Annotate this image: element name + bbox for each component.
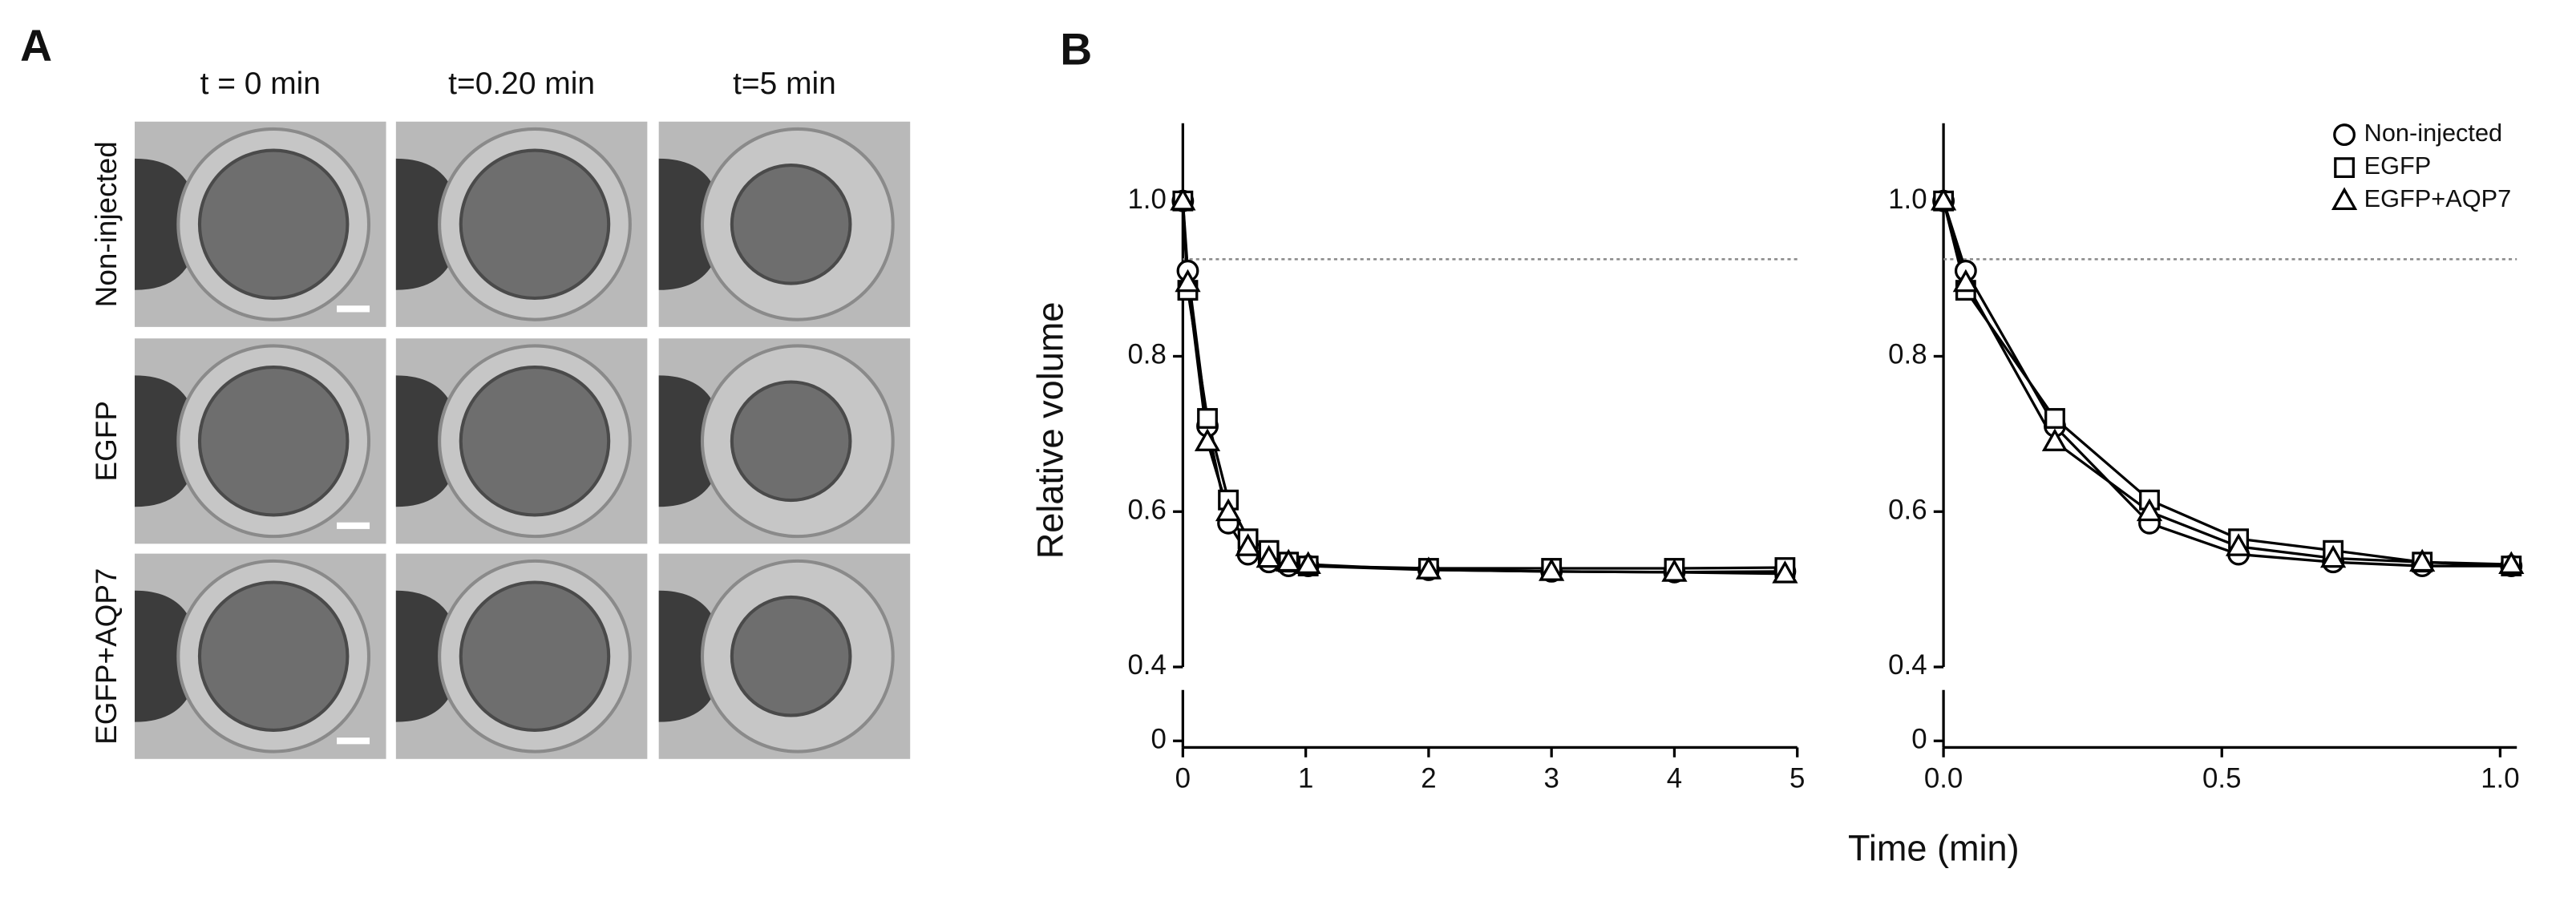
x-tick-label: 0.0	[1924, 763, 1963, 794]
series-line	[1181, 200, 1785, 574]
legend-label: EGFP+AQP7	[2364, 184, 2512, 212]
x-tick-label: 0	[1175, 763, 1191, 794]
micrograph	[395, 553, 648, 759]
micrograph	[395, 338, 648, 544]
y-tick-label: 0.6	[1127, 494, 1166, 525]
micrograph	[395, 121, 648, 327]
y-tick-label: 0.8	[1888, 339, 1927, 370]
marker	[1215, 498, 1242, 522]
micrograph	[135, 553, 386, 759]
x-tick-label: 4	[1667, 763, 1682, 794]
marker	[1235, 533, 1261, 556]
marker	[1194, 428, 1221, 451]
x-axis-label: Time (min)	[1848, 827, 2020, 868]
scale-bar	[337, 737, 370, 745]
column-header: t=0.20 min	[448, 67, 595, 101]
y-axis-label: Relative volume	[1029, 302, 1070, 560]
oocyte	[197, 580, 350, 732]
x-tick-label: 5	[1789, 763, 1805, 794]
series-line	[1181, 200, 1785, 576]
legend-marker	[2331, 187, 2358, 210]
marker	[2319, 544, 2347, 568]
oocyte	[730, 163, 852, 285]
marker	[1661, 559, 1688, 582]
legend-marker	[2333, 123, 2356, 147]
legend-marker	[2334, 157, 2355, 179]
micrograph	[658, 338, 911, 544]
series-line	[1942, 200, 2512, 568]
micrograph	[135, 338, 386, 544]
marker	[1197, 408, 1218, 429]
marker	[2044, 408, 2065, 429]
y-tick-label: 0	[1151, 723, 1166, 754]
marker	[1170, 188, 1196, 211]
marker	[1175, 269, 1201, 293]
marker	[1772, 560, 1798, 584]
x-tick-label: 3	[1543, 763, 1559, 794]
marker	[2225, 533, 2252, 556]
scale-bar	[337, 305, 370, 313]
oocyte	[459, 148, 611, 301]
marker	[2409, 548, 2436, 572]
row-label: Non-injected	[90, 141, 123, 307]
scale-bar	[337, 522, 370, 529]
micrograph	[658, 121, 911, 327]
column-header: t=5 min	[733, 67, 836, 101]
panel-label: A	[20, 21, 52, 71]
y-tick-label: 0.4	[1888, 649, 1927, 681]
y-tick-label: 0.4	[1127, 649, 1166, 681]
marker	[1930, 188, 1957, 211]
oocyte	[730, 380, 852, 503]
oocyte	[730, 595, 852, 717]
y-tick-label: 0.6	[1888, 494, 1927, 525]
marker	[1415, 556, 1442, 580]
y-tick-label: 0.8	[1127, 339, 1166, 370]
marker	[2041, 428, 2068, 451]
x-tick-label: 1.0	[2481, 763, 2519, 794]
y-tick-label: 1.0	[1888, 184, 1927, 215]
marker	[1952, 269, 1979, 293]
oocyte	[197, 148, 350, 301]
row-label: EGFP+AQP7	[90, 568, 123, 745]
oocyte	[459, 366, 611, 517]
panel-label: B	[1060, 24, 1092, 74]
x-tick-label: 2	[1421, 763, 1436, 794]
marker	[2136, 498, 2163, 522]
micrograph	[135, 121, 386, 327]
marker	[1539, 558, 1565, 581]
series-line	[1942, 200, 2512, 568]
oocyte	[197, 366, 350, 517]
row-label: EGFP	[90, 401, 123, 481]
marker	[1295, 551, 1321, 575]
y-tick-label: 1.0	[1127, 184, 1166, 215]
legend-label: EGFP	[2364, 152, 2432, 180]
marker	[2498, 551, 2525, 575]
marker	[1256, 544, 1282, 568]
x-tick-label: 1	[1298, 763, 1313, 794]
y-tick-label: 0	[1911, 723, 1927, 754]
series-line	[1942, 200, 2512, 566]
x-tick-label: 0.5	[2202, 763, 2241, 794]
legend-label: Non-injected	[2364, 119, 2502, 147]
series-line	[1181, 200, 1785, 570]
micrograph	[658, 553, 911, 759]
marker	[1276, 548, 1302, 572]
column-header: t = 0 min	[200, 67, 321, 101]
oocyte	[459, 580, 611, 732]
